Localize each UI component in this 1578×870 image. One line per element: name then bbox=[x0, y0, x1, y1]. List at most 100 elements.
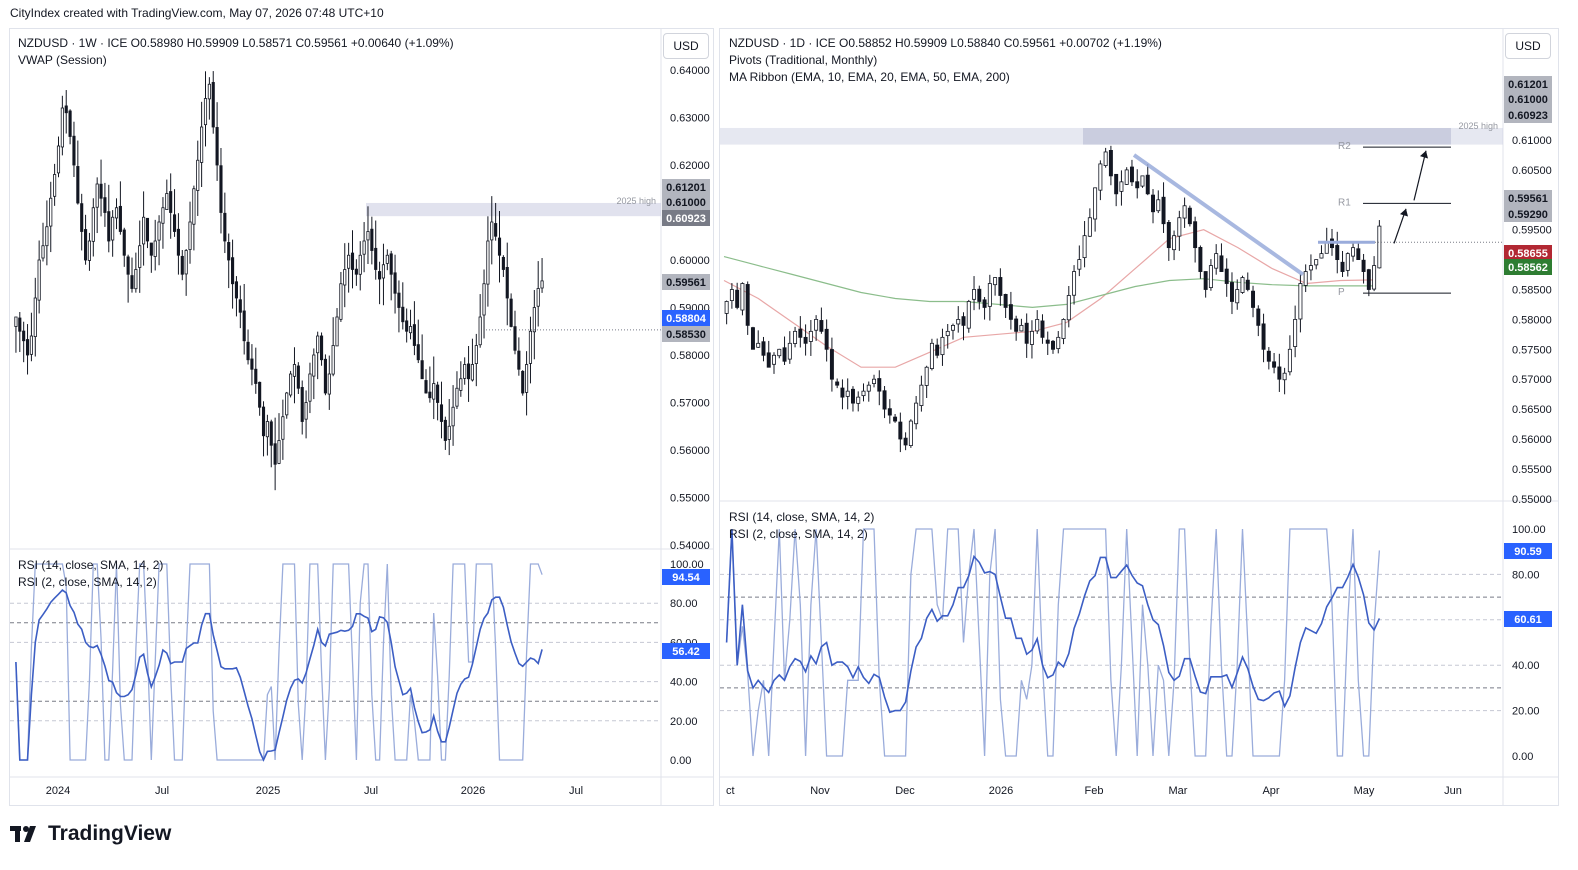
weekly-price-tick: 0.58000 bbox=[670, 350, 710, 362]
daily-chart-canvas[interactable]: 2025 high0.610000.605000.600000.595000.5… bbox=[720, 29, 1558, 805]
weekly-price-badge: 0.58804 bbox=[666, 313, 707, 325]
daily-candle-body bbox=[1156, 199, 1161, 212]
weekly-legend-vwap[interactable]: VWAP (Session) bbox=[18, 53, 107, 67]
weekly-rsi-tick: 20.00 bbox=[670, 716, 698, 728]
daily-candle-body bbox=[1187, 207, 1192, 225]
weekly-candle-body bbox=[408, 326, 413, 334]
weekly-candle-body bbox=[29, 335, 33, 355]
daily-candle-body bbox=[1214, 253, 1219, 269]
weekly-candle-body bbox=[111, 216, 115, 241]
weekly-candle-body bbox=[60, 107, 64, 148]
weekly-candle-body bbox=[126, 256, 130, 275]
daily-price-tick: 0.59500 bbox=[1512, 225, 1552, 237]
daily-price-badge-bg bbox=[1504, 206, 1552, 222]
daily-ema-red-line bbox=[723, 229, 1376, 368]
weekly-rsi-tick: 40.00 bbox=[670, 677, 698, 689]
daily-candle-body bbox=[861, 390, 866, 397]
weekly-candle-body bbox=[107, 211, 111, 242]
daily-rsi-legend-14[interactable]: RSI (14, close, SMA, 14, 2) bbox=[729, 510, 875, 524]
daily-price-tick: 0.56500 bbox=[1512, 404, 1552, 416]
weekly-candle-body bbox=[25, 339, 30, 356]
daily-legend-pivots[interactable]: Pivots (Traditional, Monthly) bbox=[729, 53, 878, 67]
daily-rsi-tick: 20.00 bbox=[1512, 706, 1540, 718]
daily-price-tick: 0.56000 bbox=[1512, 434, 1552, 446]
daily-currency-button[interactable]: USD bbox=[1505, 33, 1551, 59]
daily-price-badge-bg bbox=[1504, 76, 1552, 92]
daily-price-badge-bg bbox=[1504, 107, 1552, 123]
weekly-candle-body bbox=[494, 223, 498, 237]
daily-rsi-badge: 90.59 bbox=[1514, 546, 1542, 558]
weekly-candle-body bbox=[436, 384, 440, 403]
daily-candle-body bbox=[845, 390, 850, 397]
daily-candle-body bbox=[761, 341, 766, 356]
daily-rsi14-line bbox=[725, 528, 1381, 714]
weekly-candle-body bbox=[451, 406, 455, 427]
weekly-rsi-legend-2[interactable]: RSI (2, close, SMA, 14, 2) bbox=[18, 575, 157, 589]
weekly-rsi-legend-14[interactable]: RSI (14, close, SMA, 14, 2) bbox=[18, 558, 164, 572]
weekly-price-badge-bg bbox=[662, 326, 710, 342]
weekly-time-label: Jul bbox=[364, 785, 378, 797]
daily-candle-body bbox=[951, 324, 955, 331]
daily-candle-body bbox=[1140, 175, 1145, 187]
weekly-candle-body bbox=[470, 364, 474, 381]
daily-candle-body bbox=[1272, 361, 1277, 368]
weekly-candle-body bbox=[99, 183, 103, 199]
daily-candle-body bbox=[1345, 253, 1350, 271]
daily-candle-body bbox=[1151, 194, 1155, 213]
brand-name: TradingView bbox=[48, 822, 172, 845]
weekly-candle-body bbox=[528, 330, 533, 364]
daily-rsi-legend-2[interactable]: RSI (2, close, SMA, 14, 2) bbox=[729, 527, 868, 541]
daily-chart-panel[interactable]: 2025 high0.610000.605000.600000.595000.5… bbox=[719, 28, 1559, 806]
weekly-chart-canvas[interactable]: 2025 high 0.64000 0.63000 0.62000 0.61000 0.6… bbox=[10, 29, 713, 805]
daily-candle-body bbox=[1019, 324, 1024, 332]
daily-candle-body bbox=[1293, 318, 1298, 347]
daily-legend-ma-ribbon[interactable]: MA Ribbon (EMA, 10, EMA, 20, EMA, 50, EM… bbox=[729, 70, 1010, 84]
weekly-candle-body bbox=[378, 271, 382, 280]
weekly-candle-body bbox=[118, 205, 122, 232]
daily-candle-body bbox=[1066, 295, 1071, 321]
tradingview-logo[interactable]: TradingView bbox=[10, 822, 171, 846]
weekly-price-tick: 0.57000 bbox=[670, 398, 710, 410]
daily-time-label: 2026 bbox=[989, 785, 1013, 797]
weekly-candle-body bbox=[505, 267, 509, 299]
weekly-currency-button[interactable]: USD bbox=[663, 33, 709, 59]
weekly-candle-body bbox=[331, 345, 335, 375]
daily-candle-body bbox=[1208, 265, 1213, 288]
daily-candle-body bbox=[1014, 318, 1019, 332]
daily-candle-body bbox=[982, 299, 987, 308]
daily-candle-body bbox=[1161, 196, 1166, 225]
weekly-candle-body bbox=[207, 83, 211, 100]
weekly-2025-high-label: 2025 high bbox=[616, 196, 656, 206]
weekly-price-badge: 0.58530 bbox=[666, 329, 706, 341]
daily-candle-body bbox=[724, 301, 729, 314]
weekly-time-label: Jul bbox=[155, 785, 169, 797]
weekly-candle-body bbox=[455, 387, 459, 407]
daily-candle-body bbox=[1256, 308, 1261, 326]
weekly-candle-body bbox=[319, 335, 324, 361]
daily-rsi-tick: 0.00 bbox=[1512, 751, 1533, 763]
daily-candle-body bbox=[1035, 318, 1040, 332]
daily-legend-main: NZDUSD · 1D · ICE O0.58852 H0.59909 L0.5… bbox=[729, 36, 1162, 50]
daily-candle-body bbox=[1087, 217, 1092, 237]
weekly-candle-body bbox=[347, 254, 351, 269]
weekly-chart-panel[interactable]: 2025 high 0.64000 0.63000 0.62000 0.61000 0.6… bbox=[9, 28, 714, 806]
daily-candle-body bbox=[1177, 217, 1182, 237]
weekly-candle-body bbox=[412, 324, 416, 346]
daily-price-badge-bg bbox=[1504, 190, 1552, 206]
weekly-candle-body bbox=[153, 240, 157, 257]
weekly-candle-body bbox=[84, 229, 88, 261]
daily-candle-body bbox=[840, 387, 845, 398]
daily-candle-body bbox=[1045, 339, 1050, 344]
weekly-price-badge-bg bbox=[662, 179, 710, 195]
daily-candle-body bbox=[919, 384, 924, 406]
weekly-candle-body bbox=[339, 283, 343, 320]
daily-projection-arrowhead-1 bbox=[1400, 208, 1408, 217]
daily-2025-high-label: 2025 high bbox=[1458, 121, 1498, 131]
daily-price-badge: 0.58562 bbox=[1508, 262, 1548, 274]
daily-candle-body bbox=[1093, 187, 1098, 220]
daily-candle-body bbox=[1224, 268, 1229, 284]
weekly-candle-body bbox=[532, 307, 536, 333]
daily-price-badge: 0.59561 bbox=[1508, 193, 1548, 205]
weekly-candle-body bbox=[525, 364, 529, 393]
weekly-candle-body bbox=[33, 297, 37, 337]
